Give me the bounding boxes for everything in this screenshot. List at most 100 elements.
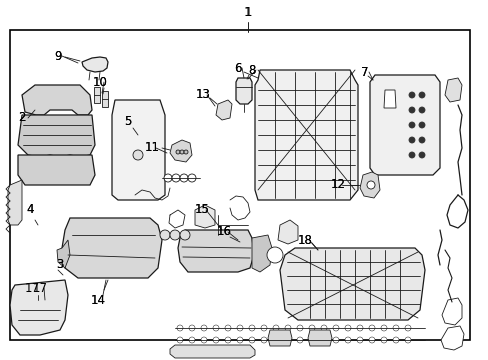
Text: 17: 17	[25, 282, 40, 294]
Circle shape	[392, 325, 398, 331]
Text: 1: 1	[244, 5, 251, 18]
Circle shape	[356, 337, 362, 343]
Text: 7: 7	[361, 66, 368, 78]
Text: 15: 15	[194, 203, 209, 216]
Polygon shape	[359, 172, 379, 198]
Circle shape	[237, 325, 243, 331]
Circle shape	[332, 337, 338, 343]
Circle shape	[180, 174, 187, 182]
Text: 11: 11	[144, 141, 159, 154]
Polygon shape	[236, 78, 251, 104]
Circle shape	[308, 325, 314, 331]
Circle shape	[285, 325, 290, 331]
Circle shape	[408, 152, 414, 158]
Text: 8: 8	[248, 63, 255, 77]
Circle shape	[248, 337, 254, 343]
Circle shape	[408, 137, 414, 143]
Text: 18: 18	[297, 234, 312, 247]
Circle shape	[285, 337, 290, 343]
Circle shape	[404, 325, 410, 331]
Circle shape	[163, 174, 172, 182]
Circle shape	[248, 325, 254, 331]
Text: 10: 10	[92, 76, 107, 89]
Text: 14: 14	[90, 293, 105, 306]
Polygon shape	[441, 298, 461, 325]
Text: 12: 12	[330, 179, 345, 192]
Circle shape	[177, 337, 183, 343]
Polygon shape	[57, 240, 70, 268]
Polygon shape	[22, 85, 92, 115]
Circle shape	[320, 325, 326, 331]
Polygon shape	[170, 140, 192, 162]
Circle shape	[418, 107, 424, 113]
Text: 14: 14	[90, 293, 105, 306]
Polygon shape	[62, 218, 162, 278]
Text: 8: 8	[248, 63, 255, 77]
Circle shape	[296, 337, 303, 343]
Text: 3: 3	[56, 258, 63, 271]
Circle shape	[418, 152, 424, 158]
Circle shape	[320, 337, 326, 343]
Polygon shape	[280, 248, 424, 320]
Circle shape	[332, 325, 338, 331]
Text: 16: 16	[216, 225, 231, 238]
Polygon shape	[307, 330, 331, 346]
Text: 2: 2	[18, 112, 26, 125]
Text: 12: 12	[330, 179, 345, 192]
Text: 4: 4	[26, 203, 34, 216]
Circle shape	[133, 150, 142, 160]
Polygon shape	[251, 235, 271, 272]
Circle shape	[189, 325, 195, 331]
Text: 15: 15	[194, 203, 209, 216]
Circle shape	[408, 107, 414, 113]
Polygon shape	[440, 326, 463, 350]
Polygon shape	[254, 70, 357, 200]
Circle shape	[213, 325, 219, 331]
Circle shape	[201, 325, 206, 331]
Circle shape	[392, 337, 398, 343]
Polygon shape	[195, 205, 215, 228]
Polygon shape	[383, 90, 395, 108]
Polygon shape	[112, 100, 164, 200]
Bar	[10, 30, 469, 340]
Text: 9: 9	[54, 49, 61, 63]
Polygon shape	[10, 280, 68, 335]
Circle shape	[187, 174, 196, 182]
Polygon shape	[8, 180, 22, 225]
Polygon shape	[267, 330, 291, 346]
Circle shape	[201, 337, 206, 343]
Circle shape	[408, 122, 414, 128]
Polygon shape	[170, 345, 254, 358]
Text: 9: 9	[54, 49, 61, 63]
Circle shape	[213, 337, 219, 343]
Circle shape	[366, 181, 374, 189]
Text: 11: 11	[144, 141, 159, 154]
Polygon shape	[216, 100, 231, 120]
Circle shape	[224, 325, 230, 331]
Circle shape	[180, 230, 190, 240]
Circle shape	[345, 337, 350, 343]
Circle shape	[418, 92, 424, 98]
Circle shape	[404, 337, 410, 343]
Circle shape	[183, 150, 187, 154]
Polygon shape	[444, 78, 461, 102]
Circle shape	[266, 247, 283, 263]
Text: 13: 13	[195, 89, 210, 102]
Circle shape	[176, 150, 180, 154]
Text: 5: 5	[124, 116, 131, 129]
Circle shape	[368, 337, 374, 343]
Circle shape	[308, 337, 314, 343]
Text: 10: 10	[92, 76, 107, 89]
Circle shape	[380, 325, 386, 331]
Circle shape	[177, 325, 183, 331]
Text: 13: 13	[195, 89, 210, 102]
Polygon shape	[369, 75, 439, 175]
Circle shape	[418, 137, 424, 143]
Text: 17: 17	[32, 282, 47, 294]
Circle shape	[189, 337, 195, 343]
Polygon shape	[278, 220, 297, 244]
Circle shape	[296, 325, 303, 331]
Circle shape	[160, 230, 170, 240]
Circle shape	[356, 325, 362, 331]
Circle shape	[272, 325, 279, 331]
